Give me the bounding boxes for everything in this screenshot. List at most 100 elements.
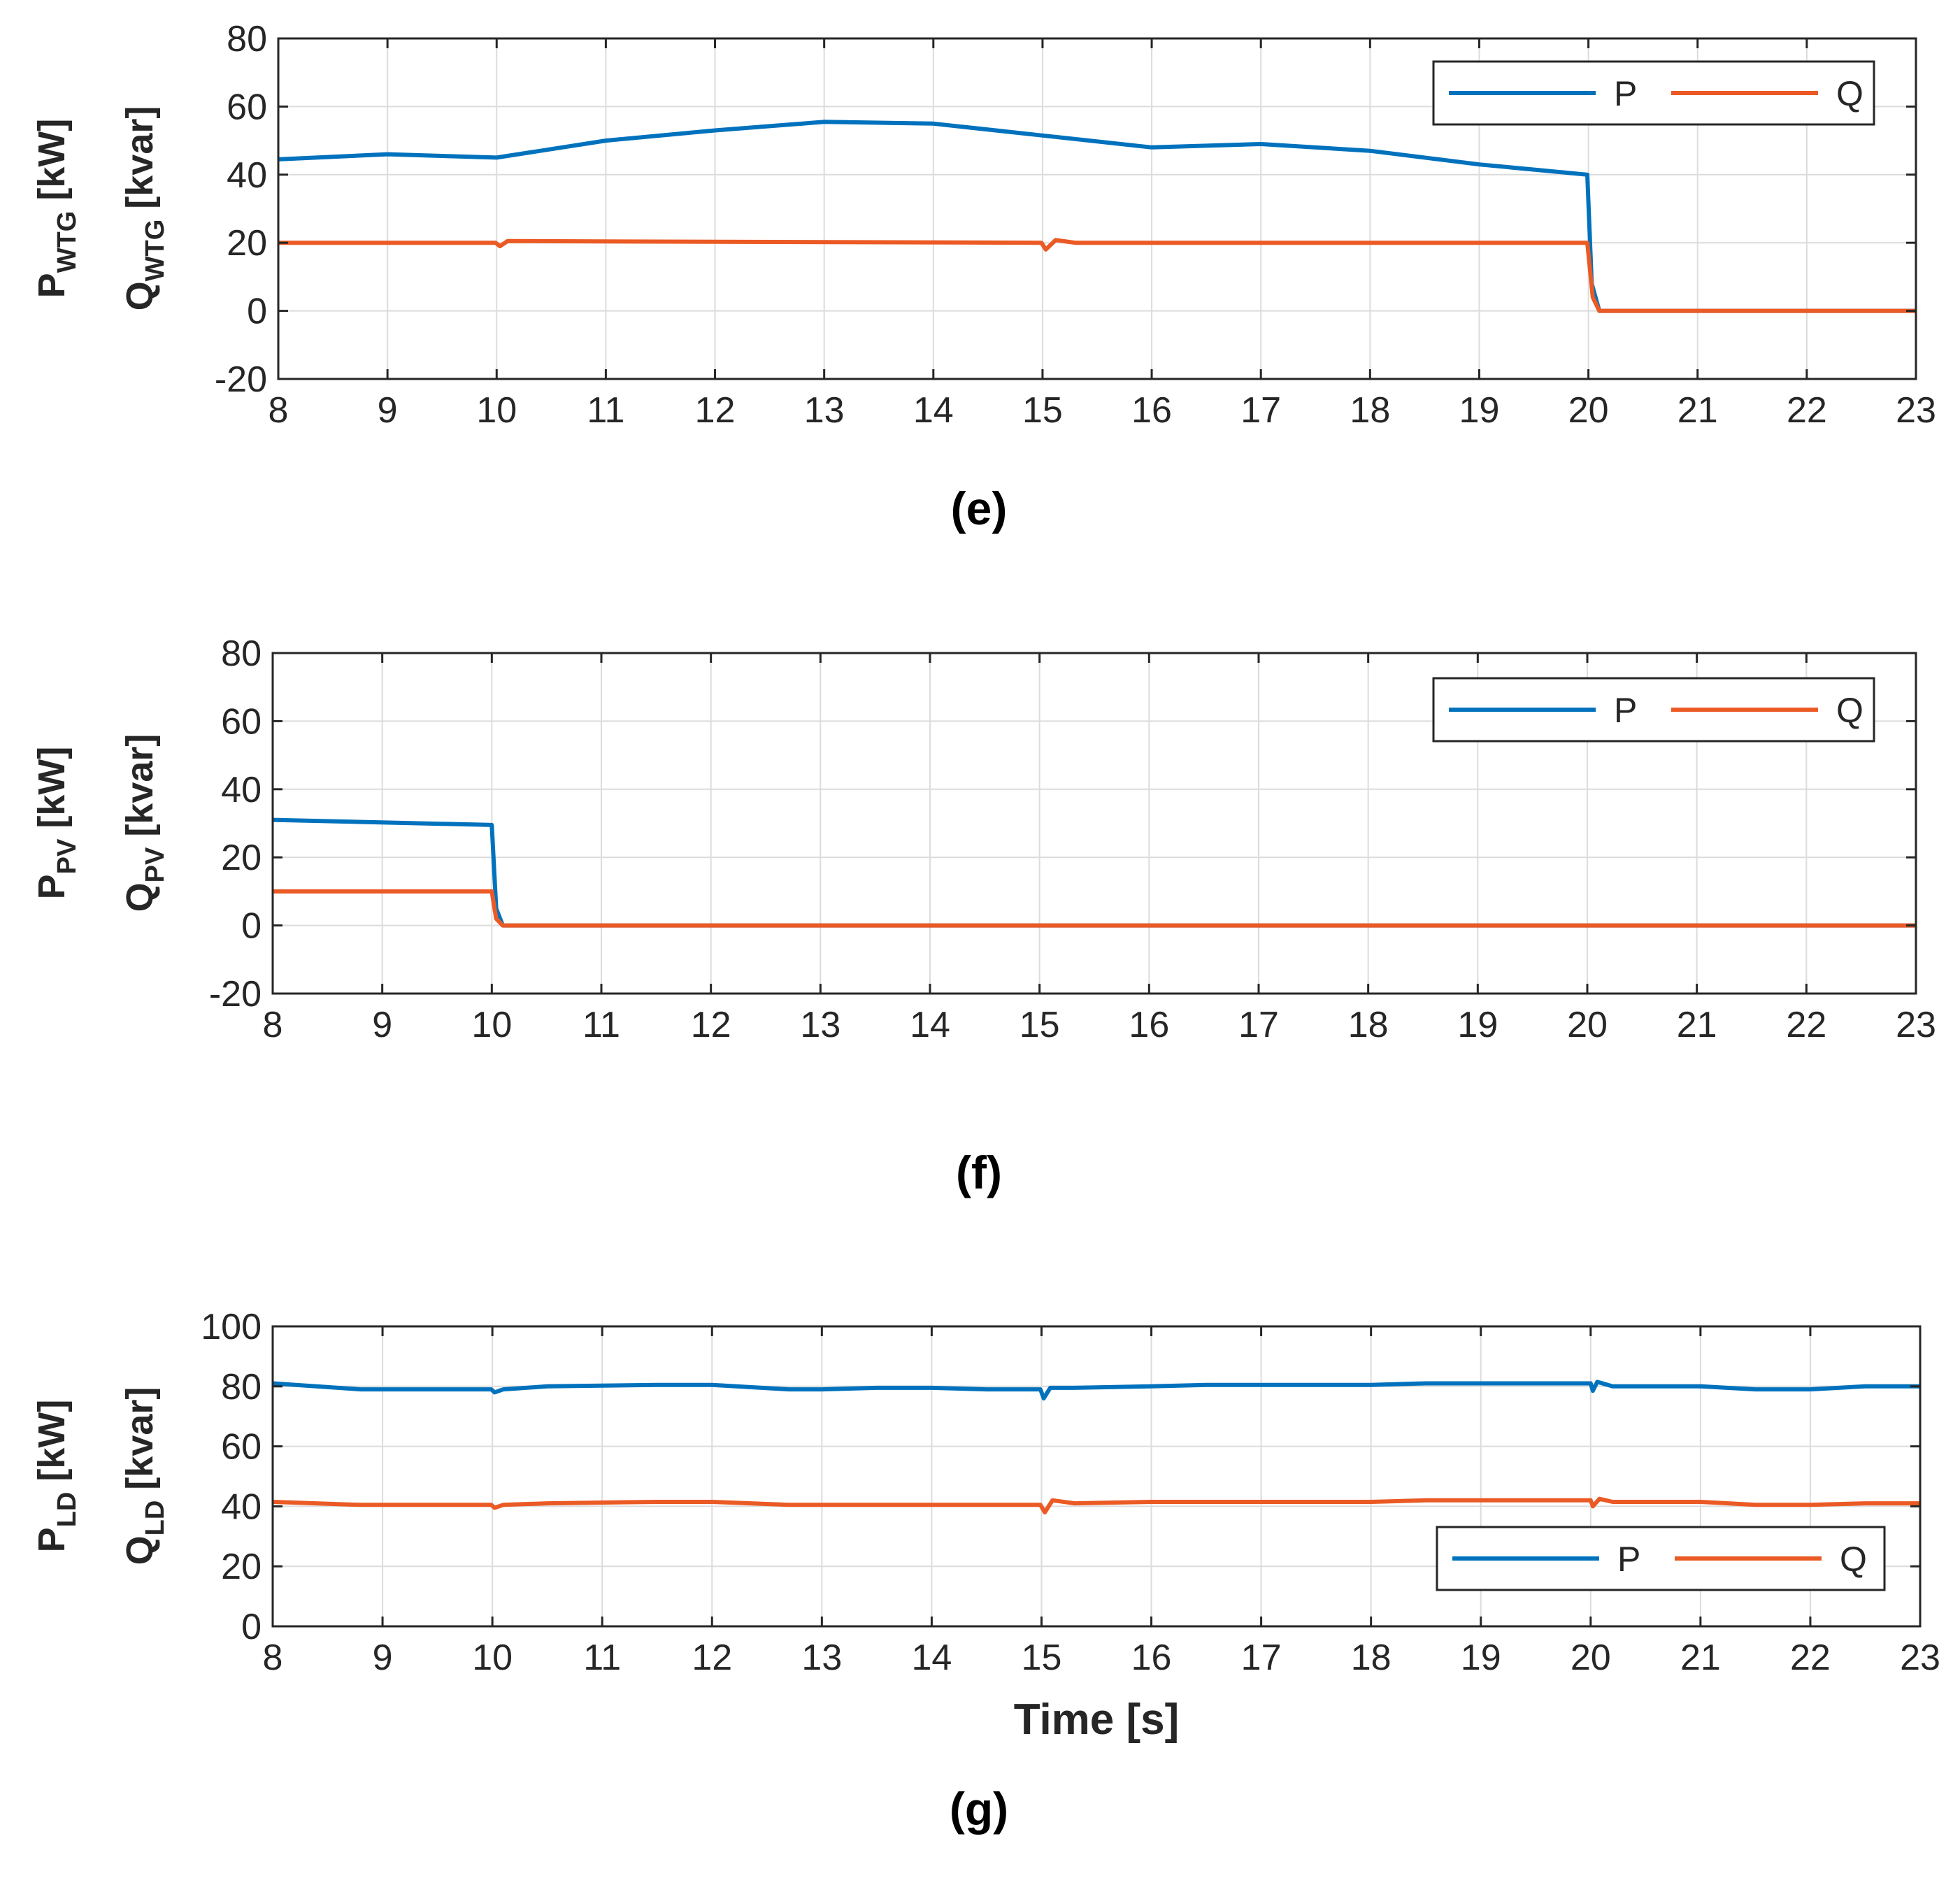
y-tick-label: 0: [241, 906, 262, 947]
y-tick-label: -20: [215, 359, 267, 400]
x-tick-label: 8: [269, 390, 289, 431]
y-axis-label-q-unit: [kvar]: [119, 106, 161, 220]
chart-panel-g: 8 9 10 11 12 13 14 15 16 17 18 19 20 21 22 23 0 20 40 60 80 1…: [31, 1307, 1940, 1835]
y-tick-label: 80: [227, 19, 267, 59]
x-tick-label: 10: [471, 1005, 512, 1045]
series-line-Q: [272, 1496, 1920, 1514]
y-axis-label-p-sub: LD: [52, 1492, 82, 1528]
x-tick-label: 20: [1571, 1638, 1611, 1678]
x-tick-label: 23: [1896, 390, 1936, 431]
y-tick-label: 20: [227, 223, 267, 264]
x-tick-label: 13: [804, 390, 845, 431]
x-tick-label: 11: [587, 390, 624, 431]
x-tick-label: 17: [1241, 1638, 1282, 1678]
x-tick-label: 18: [1350, 390, 1390, 431]
y-axis-label-p-main: P: [31, 273, 73, 298]
legend-label-P: P: [1614, 691, 1637, 730]
y-tick-label: 60: [227, 87, 267, 127]
y-axis-label-q-unit: [kvar]: [119, 734, 161, 847]
y-tick-label: 40: [227, 155, 267, 196]
x-tick-label: 12: [695, 390, 736, 431]
panel-caption: (f): [956, 1147, 1002, 1198]
panel-caption: (e): [951, 482, 1008, 534]
x-tick-label: 8: [263, 1638, 283, 1678]
x-tick-label: 15: [1020, 1005, 1060, 1045]
x-tick-label: 14: [911, 1638, 952, 1678]
x-tick-label: 16: [1129, 1005, 1169, 1045]
x-tick-label: 9: [372, 1005, 392, 1045]
y-tick-label: 80: [221, 633, 262, 674]
y-axis-label-p-unit: [kW]: [31, 1400, 73, 1492]
x-tick-label: 22: [1787, 390, 1827, 431]
y-tick-label: 0: [241, 1607, 262, 1647]
chart-panel-e: 8 9 10 11 12 13 14 15 16 17 18 19 20 21 22 23 -20 0 20 40 60…: [31, 19, 1936, 534]
x-tick-label: 13: [800, 1005, 840, 1045]
series-line-P: [278, 120, 1916, 313]
x-tick-label: 19: [1457, 1005, 1498, 1045]
y-axis-label-p-main: P: [31, 874, 73, 899]
x-tick-label: 22: [1786, 1005, 1826, 1045]
y-axis-label-p-sub: PV: [52, 838, 82, 874]
x-tick-label: 14: [913, 390, 954, 431]
x-tick-label: 11: [582, 1005, 620, 1045]
y-tick-label: 100: [201, 1307, 262, 1347]
x-tick-label: 23: [1896, 1005, 1936, 1045]
y-tick-label: 60: [221, 1427, 262, 1468]
y-axis-label-q-unit: [kvar]: [119, 1387, 161, 1500]
x-tick-label: 21: [1678, 390, 1718, 431]
legend-label-Q: Q: [1836, 74, 1864, 113]
y-axis-label-q-main: Q: [119, 281, 161, 310]
x-tick-label: 12: [692, 1638, 732, 1678]
x-tick-label: 19: [1461, 1638, 1501, 1678]
y-tick-label: 0: [247, 292, 267, 332]
x-tick-label: 21: [1680, 1638, 1721, 1678]
y-axis-label-p-sub: WTG: [52, 211, 82, 273]
x-tick-label: 11: [583, 1638, 621, 1678]
x-tick-label: 22: [1790, 1638, 1831, 1678]
panel-caption: (g): [950, 1783, 1008, 1835]
axes-frame: [271, 652, 1917, 995]
y-tick-label: 60: [221, 701, 262, 742]
y-tick-label: -20: [209, 974, 262, 1015]
x-tick-label: 17: [1240, 390, 1281, 431]
y-tick-label: 20: [221, 1547, 262, 1587]
y-axis-label-q: QWTG [kvar]: [119, 106, 170, 311]
y-tick-label: 80: [221, 1367, 262, 1407]
legend-label-P: P: [1614, 74, 1637, 113]
y-axis-label-p: PWTG [kW]: [31, 119, 82, 299]
x-tick-label: 12: [691, 1005, 731, 1045]
x-tick-label: 23: [1900, 1638, 1940, 1678]
y-axis-label-q-sub: PV: [141, 847, 170, 882]
x-tick-label: 20: [1567, 1005, 1608, 1045]
x-tick-label: 10: [472, 1638, 513, 1678]
y-axis-label-q: QPV [kvar]: [119, 734, 170, 912]
x-tick-label: 20: [1568, 390, 1609, 431]
y-axis-label-q-main: Q: [119, 1535, 161, 1565]
x-tick-label: 17: [1238, 1005, 1279, 1045]
y-axis-label-p: PLD [kW]: [31, 1400, 82, 1553]
x-tick-label: 15: [1022, 390, 1063, 431]
y-tick-label: 40: [221, 770, 262, 810]
y-axis-label-p: PPV [kW]: [31, 747, 82, 900]
y-axis-label-q-sub: WTG: [141, 220, 170, 282]
x-tick-label: 13: [801, 1638, 842, 1678]
series-line-Q: [273, 889, 1916, 928]
legend-label-Q: Q: [1836, 691, 1864, 730]
axes-frame: [271, 1325, 1922, 1628]
y-axis-label-p-unit: [kW]: [31, 747, 73, 839]
legend-label-Q: Q: [1840, 1540, 1867, 1579]
y-axis-label-q: QLD [kvar]: [119, 1387, 170, 1565]
y-axis-label-p-unit: [kW]: [31, 119, 73, 211]
axes-frame: [277, 37, 1917, 380]
x-tick-label: 14: [910, 1005, 950, 1045]
legend-label-P: P: [1617, 1540, 1640, 1579]
x-tick-label: 10: [476, 390, 517, 431]
x-tick-label: 16: [1131, 1638, 1172, 1678]
y-axis-label-p-main: P: [31, 1527, 73, 1552]
y-tick-label: 40: [221, 1486, 262, 1527]
series-line-P: [272, 1380, 1920, 1400]
x-tick-label: 18: [1351, 1638, 1392, 1678]
x-tick-label: 9: [373, 1638, 393, 1678]
